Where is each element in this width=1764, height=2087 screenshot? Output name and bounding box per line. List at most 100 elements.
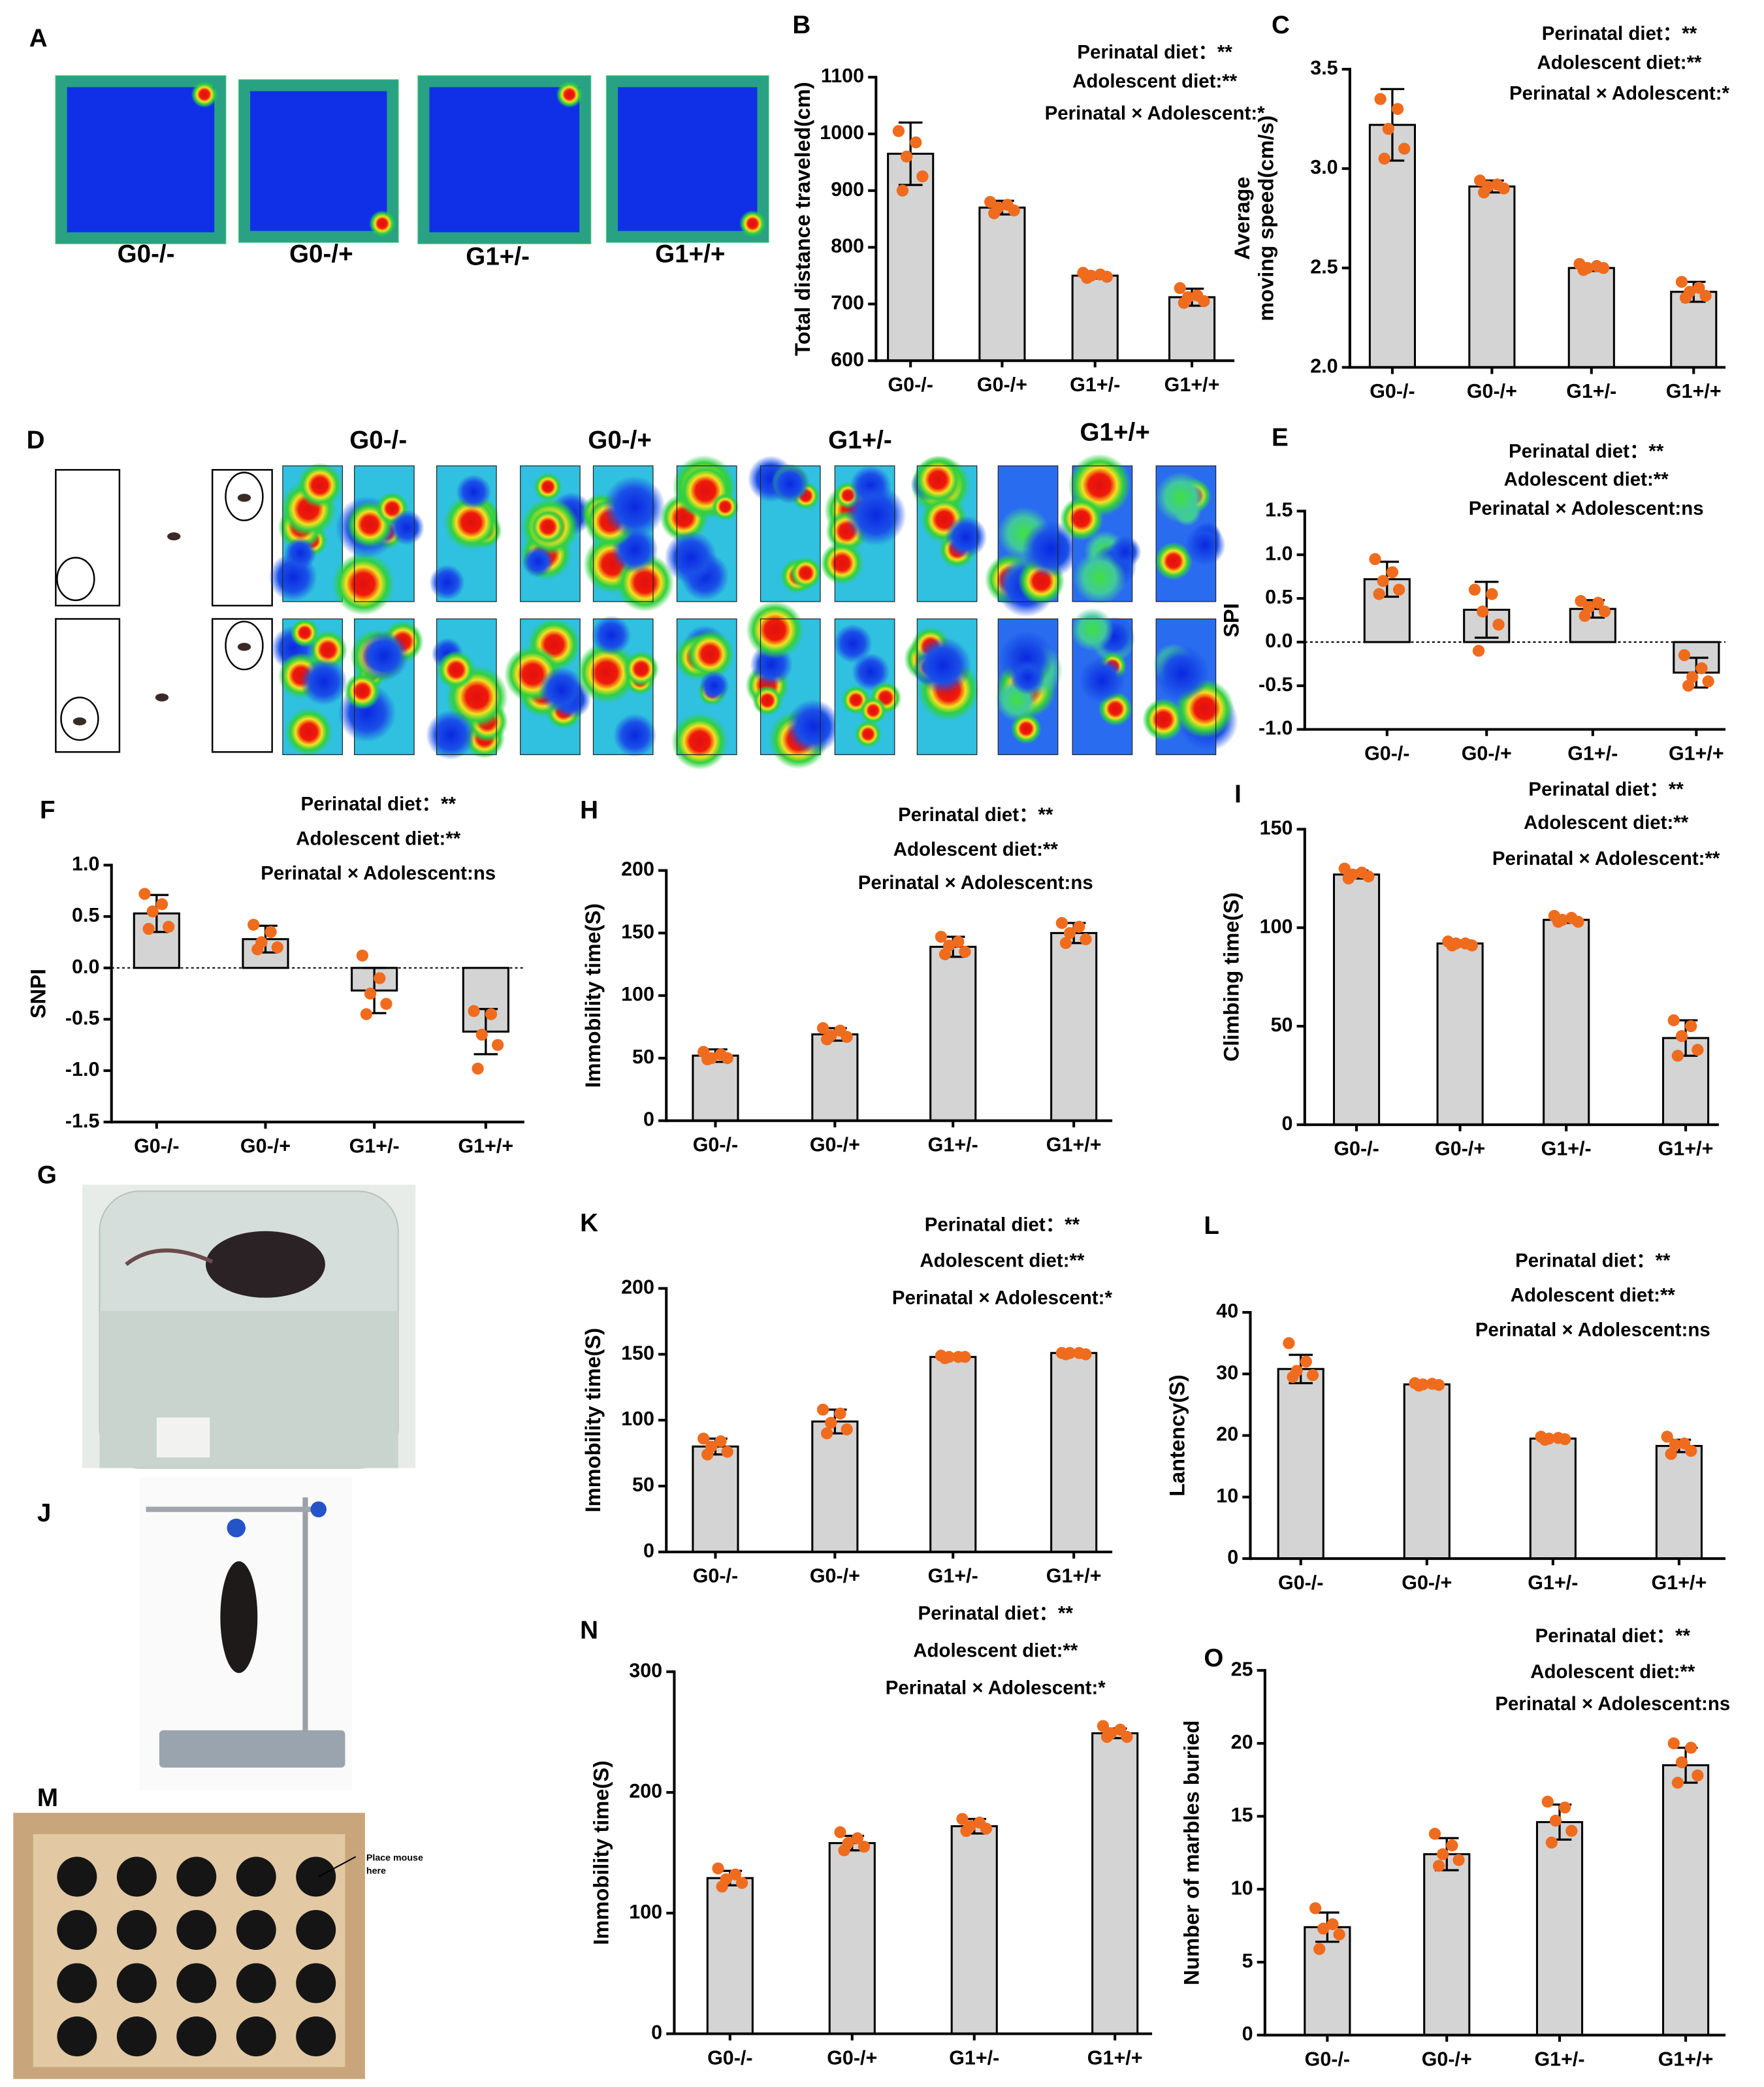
annotation: Perinatal diet：** (898, 804, 1053, 826)
data-point (1682, 679, 1695, 692)
data-point (712, 1862, 724, 1875)
data-point (1671, 1050, 1684, 1062)
data-point (1539, 1434, 1551, 1446)
data-point (1100, 270, 1114, 283)
heatmap-blob (913, 455, 963, 505)
data-point (271, 941, 283, 954)
bar (828, 1842, 876, 2035)
data-point (1382, 123, 1394, 135)
data-point (1059, 1348, 1072, 1361)
heatmap-blob (746, 600, 804, 659)
y-axis-title: Climbing time(S) (1220, 892, 1243, 1061)
heatmap-blob (1142, 698, 1185, 741)
annotation: Adolescent diet:** (920, 1250, 1085, 1271)
annotation: Adolescent diet:** (1530, 1661, 1695, 1683)
data-point (1667, 1737, 1680, 1750)
bar (1567, 267, 1615, 368)
data-point (896, 184, 909, 197)
annotation: Perinatal diet：** (1535, 1625, 1691, 1647)
data-point (1541, 1796, 1554, 1808)
heatmap-blob (786, 699, 841, 754)
heatmap-label: G1+/- (466, 242, 530, 270)
data-point (1283, 1337, 1295, 1350)
x-tick-label: G1+/- (1534, 2048, 1584, 2070)
x-tick-label: G0-/+ (1422, 2048, 1472, 2070)
y-tick-label: 3.0 (1310, 156, 1338, 178)
data-point (1702, 675, 1714, 688)
heatmap-blob (1010, 713, 1042, 744)
heatmap-frame (834, 465, 895, 602)
data-point (248, 918, 260, 931)
heatmap-blob (530, 508, 566, 545)
bar (1050, 1351, 1098, 1553)
x-tick-label: G1+/- (928, 1133, 978, 1156)
heatmap-blob (300, 658, 347, 705)
heatmap-frame (1072, 465, 1133, 602)
data-point (1378, 152, 1390, 165)
data-point (1174, 282, 1186, 295)
heatmap-frame (916, 465, 978, 602)
data-point (1597, 262, 1610, 274)
data-point (988, 207, 1001, 219)
heatmap-blob (426, 710, 476, 760)
y-tick-label: 30 (1216, 1361, 1238, 1383)
marble (57, 2016, 97, 2057)
data-point (1552, 916, 1565, 928)
marble (116, 1909, 157, 1950)
mouse-icon (72, 493, 251, 726)
x-tick-label: G0-/- (1370, 380, 1415, 402)
heatmap-edge (605, 75, 769, 243)
y-axis-title: Number of marbles buried (1180, 1721, 1204, 1986)
y-tick-label: 150 (621, 1342, 654, 1364)
bar (1543, 918, 1590, 1126)
data-point (1693, 282, 1705, 294)
data-point (1080, 1348, 1092, 1361)
x-tick-label: G0-/+ (1402, 1572, 1452, 1594)
bar (692, 1054, 739, 1122)
data-point (1492, 619, 1505, 631)
data-point (1669, 1438, 1681, 1451)
x-tick-label: G0-/- (1334, 1138, 1379, 1160)
data-point (1446, 939, 1458, 952)
data-point (1386, 566, 1399, 579)
x-tick-label: G1+/- (349, 1135, 400, 1157)
x-tick-label: G0-/+ (827, 2047, 877, 2069)
data-point (1678, 649, 1691, 662)
y-tick-label: 1.0 (1265, 542, 1292, 564)
bar (950, 1825, 998, 2035)
y-tick-label: 1100 (821, 65, 864, 87)
y-tick-label: -0.5 (65, 1007, 100, 1029)
data-point (1692, 1769, 1704, 1782)
heatmap-blob (456, 474, 491, 510)
bar (1662, 1764, 1710, 2037)
marble (236, 1963, 276, 2003)
y-tick-label: 50 (632, 1046, 654, 1068)
data-point (729, 1868, 742, 1881)
data-point (146, 905, 159, 918)
data-point (475, 1028, 488, 1041)
data-point (834, 1407, 846, 1420)
annotation: Perinatal × Adolescent:* (886, 1677, 1106, 1699)
y-tick-label: 0 (1282, 1112, 1293, 1135)
panel-letter: N (580, 1616, 598, 1644)
bar (692, 1445, 739, 1553)
bar (1670, 291, 1718, 368)
heatmap-blob (1078, 656, 1126, 704)
data-point (1579, 609, 1591, 623)
y-tick-label: 100 (629, 1901, 662, 1923)
data-point (364, 987, 377, 1000)
x-tick-label: G1+/+ (1658, 2048, 1714, 2070)
data-point (910, 136, 922, 149)
data-point (1452, 1854, 1465, 1866)
data-point (821, 1427, 833, 1440)
heatmap-frame (592, 465, 654, 602)
x-tick-label: G1+/- (1070, 374, 1120, 396)
heatmap-frame (916, 618, 978, 755)
annotation: Perinatal diet：** (1515, 1250, 1671, 1271)
marble (296, 1909, 336, 1950)
heatmap-frame (436, 618, 497, 755)
heatmap-blob (436, 651, 475, 690)
heatmap (606, 76, 769, 242)
data-point (360, 1008, 373, 1020)
heatmap-blob (699, 670, 730, 701)
